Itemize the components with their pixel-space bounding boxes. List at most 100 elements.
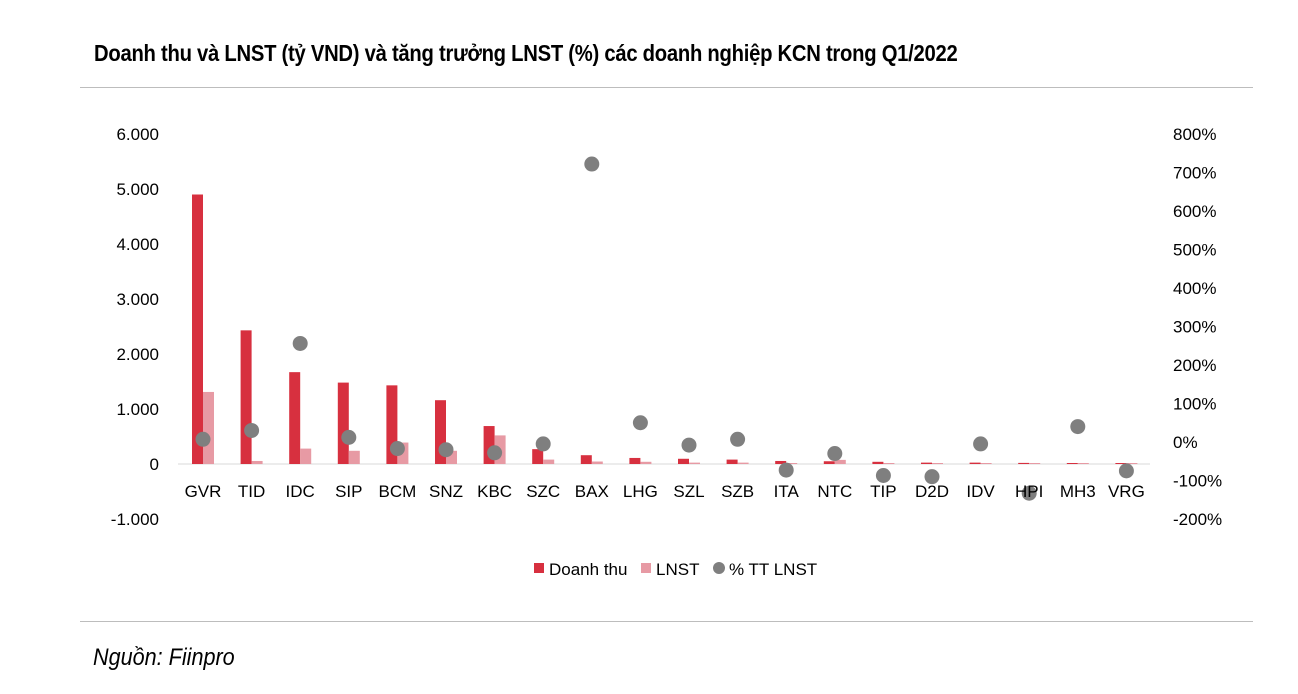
right-axis-tick-label: 0% — [1173, 433, 1198, 452]
bar-lnst-mh3 — [1077, 463, 1089, 464]
bar-doanh-thu-tip — [872, 461, 884, 464]
bar-lnst-tip — [883, 463, 895, 464]
bar-lnst-d2d — [932, 463, 943, 464]
x-axis-tick-label: NTC — [817, 482, 852, 501]
x-axis-tick-label: TID — [238, 482, 265, 501]
legend-swatch-tt-lnst — [713, 562, 725, 574]
point-tt-lnst-idv — [973, 436, 989, 452]
left-axis-tick-label: 1.000 — [116, 400, 159, 419]
bar-lnst-idc — [300, 448, 312, 464]
chart-title: Doanh thu và LNST (tỷ VND) và tăng trưởn… — [94, 40, 958, 66]
x-axis-tick-label: IDC — [286, 482, 315, 501]
source-note: Nguồn: Fiinpro — [93, 644, 235, 671]
left-axis-tick-label: 6.000 — [116, 125, 159, 144]
right-axis-tick-label: 700% — [1173, 164, 1216, 183]
left-axis-tick-label: -1.000 — [111, 510, 159, 529]
bar-lnst-idv — [980, 463, 992, 464]
point-tt-lnst-szl — [681, 437, 697, 453]
x-axis-tick-label: SZL — [673, 482, 704, 501]
bar-lnst-snz — [446, 450, 457, 464]
top-divider — [80, 87, 1253, 88]
bar-lnst-bax — [591, 461, 603, 464]
combo-chart: -1.000 0 1.000 2.000 3.000 4.000 5.000 6.000 -2… — [111, 125, 1222, 579]
x-axis-tick-label: D2D — [915, 482, 949, 501]
x-axis-tick-label: HPI — [1015, 482, 1043, 501]
point-tt-lnst-bax — [584, 156, 600, 172]
x-axis-tick-label: KBC — [477, 482, 512, 501]
left-axis: -1.000 0 1.000 2.000 3.000 4.000 5.000 6.000 — [111, 125, 159, 529]
legend-label: LNST — [656, 560, 699, 579]
legend-label: % TT LNST — [729, 560, 817, 579]
bar-lnst-sip — [348, 450, 360, 464]
point-tt-lnst-mh3 — [1070, 419, 1086, 435]
right-axis-tick-label: -200% — [1173, 510, 1222, 529]
point-tt-lnst-szc — [535, 436, 551, 452]
bar-lnst-szl — [689, 462, 700, 464]
right-axis: -200% -100% 0% 100% 200% 300% 400% 500% 600% 700%… — [1173, 125, 1222, 529]
bar-doanh-thu-szc — [532, 449, 544, 464]
x-axis-tick-label: SZB — [721, 482, 754, 501]
point-tt-lnst-idc — [292, 335, 308, 351]
left-axis-tick-label: 3.000 — [116, 290, 159, 309]
left-axis-tick-label: 5.000 — [116, 180, 159, 199]
legend-swatch-doanh-thu — [534, 563, 544, 573]
x-axis-tick-label: SNZ — [429, 482, 463, 501]
left-axis-tick-label: 0 — [150, 455, 159, 474]
point-tt-lnst-kbc — [487, 445, 503, 461]
point-tt-lnst-vrg — [1118, 463, 1134, 479]
left-axis-tick-label: 4.000 — [116, 235, 159, 254]
right-axis-tick-label: 600% — [1173, 202, 1216, 221]
bar-doanh-thu-lhg — [629, 457, 641, 464]
bar-doanh-thu-d2d — [921, 462, 932, 464]
right-axis-tick-label: 300% — [1173, 318, 1216, 337]
point-tt-lnst-d2d — [924, 469, 940, 485]
bar-doanh-thu-tid — [240, 330, 252, 464]
bar-doanh-thu-gvr — [192, 194, 203, 464]
point-tt-lnst-snz — [438, 442, 454, 458]
point-tt-lnst-tip — [875, 467, 891, 483]
x-axis-tick-label: SIP — [335, 482, 362, 501]
bottom-divider — [80, 621, 1253, 622]
x-axis-tick-label: TIP — [870, 482, 896, 501]
bar-lnst-hpi — [1029, 463, 1041, 464]
right-axis-tick-label: 800% — [1173, 125, 1216, 144]
point-tt-lnst-bcm — [389, 441, 405, 457]
bar-lnst-vrg — [1126, 463, 1138, 464]
point-tt-lnst-lhg — [632, 415, 648, 431]
bar-doanh-thu-szb — [726, 459, 738, 464]
x-axis-tick-label: IDV — [966, 482, 995, 501]
bar-doanh-thu-bax — [580, 455, 592, 464]
point-tt-lnst-ntc — [827, 446, 843, 462]
right-axis-tick-label: 400% — [1173, 279, 1216, 298]
plot-area — [178, 156, 1150, 501]
bar-doanh-thu-bcm — [386, 385, 398, 464]
x-axis-tick-label: BAX — [575, 482, 609, 501]
right-axis-tick-label: 500% — [1173, 241, 1216, 260]
left-axis-tick-label: 2.000 — [116, 345, 159, 364]
bar-doanh-thu-ntc — [823, 461, 835, 464]
bar-lnst-gvr — [203, 391, 214, 464]
point-tt-lnst-hpi — [1021, 485, 1037, 501]
bar-lnst-lhg — [640, 461, 652, 464]
x-axis-tick-label: MH3 — [1060, 482, 1096, 501]
bar-doanh-thu-sip — [337, 382, 349, 464]
bar-doanh-thu-szl — [678, 458, 689, 464]
right-axis-tick-label: 100% — [1173, 395, 1216, 414]
x-axis-tick-label: ITA — [774, 482, 800, 501]
bar-doanh-thu-idc — [289, 372, 301, 464]
bar-doanh-thu-idv — [969, 462, 981, 464]
legend-label: Doanh thu — [549, 560, 627, 579]
legend-swatch-lnst — [641, 563, 651, 573]
bar-doanh-thu-mh3 — [1066, 463, 1078, 464]
bar-lnst-tid — [251, 460, 263, 464]
bar-lnst-ntc — [834, 459, 846, 464]
point-tt-lnst-szb — [730, 431, 746, 447]
x-axis-tick-label: LHG — [623, 482, 658, 501]
bar-doanh-thu-vrg — [1115, 463, 1127, 464]
point-tt-lnst-gvr — [195, 431, 211, 447]
point-tt-lnst-tid — [244, 422, 260, 438]
right-axis-tick-label: 200% — [1173, 356, 1216, 375]
right-axis-tick-label: -100% — [1173, 472, 1222, 491]
bar-lnst-szb — [737, 462, 749, 464]
x-axis: GVR TID IDC SIP BCM SNZ KBC SZC BAX LHG SZL SZB ITA N… — [185, 482, 1145, 501]
